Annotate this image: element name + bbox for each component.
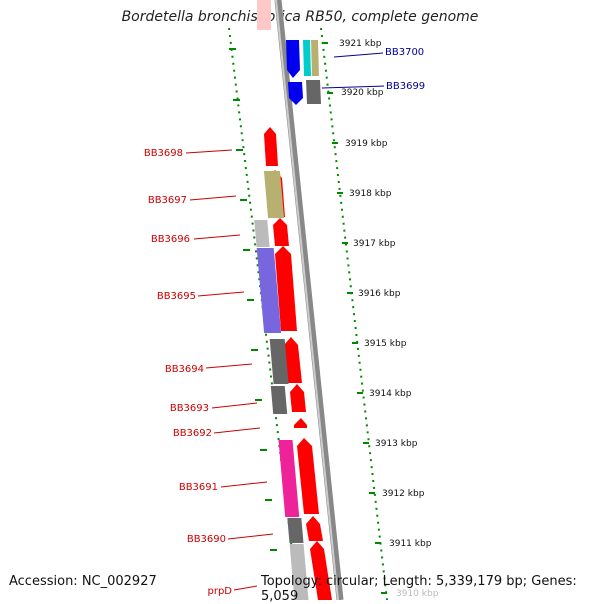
leader-line xyxy=(193,234,241,240)
cds-bb3692 xyxy=(294,418,307,428)
gene-label-bb3695[interactable]: BB3695 xyxy=(157,291,196,302)
gene-bb3700-blue xyxy=(286,40,300,78)
leader-line xyxy=(185,149,233,154)
cds-bb3691 xyxy=(297,438,319,514)
cds-bb3693 xyxy=(290,384,306,412)
tick-label: 3917 kbp xyxy=(353,239,396,249)
gene-label-bb3697[interactable]: BB3697 xyxy=(148,195,187,206)
gene-label-bb3694[interactable]: BB3694 xyxy=(165,364,204,375)
gene-label-bb3693[interactable]: BB3693 xyxy=(170,403,209,414)
cds-bb3698 xyxy=(264,127,278,166)
outer-ticks xyxy=(322,42,387,594)
gene-prpd-gray xyxy=(289,544,309,600)
gene-label-bb3696[interactable]: BB3696 xyxy=(151,234,190,245)
gene-bb3695-purple xyxy=(256,248,282,333)
gene-label-bb3691[interactable]: BB3691 xyxy=(179,482,218,493)
gene-bb3691-magenta xyxy=(278,440,300,517)
gene-label-prpd[interactable]: prpD xyxy=(207,586,232,597)
leader-line xyxy=(333,52,384,58)
tick-label: 3911 kbp xyxy=(389,539,432,549)
tick-label: 3921 kbp xyxy=(339,39,382,49)
tick-label: 3919 kbp xyxy=(345,139,388,149)
outer-tick-guide xyxy=(320,27,388,600)
tick-label: 3910 kbp xyxy=(396,589,439,599)
leader-line xyxy=(213,427,261,434)
inner-ticks xyxy=(229,48,277,551)
gene-bb3690-gray xyxy=(287,518,304,543)
gene-bb3700-olive xyxy=(311,40,319,76)
leader-line xyxy=(220,481,268,488)
tick-label: 3912 kbp xyxy=(382,489,425,499)
gene-label-bb3698[interactable]: BB3698 xyxy=(144,148,183,159)
gene-bb3696-gray xyxy=(254,220,270,247)
leader-line xyxy=(233,585,258,591)
cds-bb3694 xyxy=(284,337,302,383)
accession-label: Accession: NC_002927 xyxy=(9,574,157,589)
leader-line xyxy=(227,533,274,540)
gene-bb3694-gray xyxy=(269,339,289,384)
tick-label: 3918 kbp xyxy=(349,189,392,199)
gene-label-bb3700[interactable]: BB3700 xyxy=(385,47,424,58)
gene-top-pink xyxy=(257,0,271,30)
tick-label: 3916 kbp xyxy=(358,289,401,299)
gene-bb3697-olive xyxy=(263,171,285,218)
cds-bb3696 xyxy=(273,218,289,246)
cds-bb3695 xyxy=(275,246,297,331)
gene-bb3699-gray xyxy=(306,80,321,104)
tick-label: 3913 kbp xyxy=(375,439,418,449)
leader-line xyxy=(321,85,385,89)
tick-label: 3915 kbp xyxy=(364,339,407,349)
cds-bb3690 xyxy=(306,516,323,541)
gene-label-bb3699[interactable]: BB3699 xyxy=(386,81,425,92)
leader-line xyxy=(211,402,258,409)
leader-line xyxy=(189,195,237,201)
genome-backbone-highlight xyxy=(275,0,339,600)
gene-label-bb3692[interactable]: BB3692 xyxy=(173,428,212,439)
tick-label: 3914 kbp xyxy=(369,389,412,399)
tick-label: 3920 kbp xyxy=(341,88,384,98)
cds-prpd xyxy=(310,541,332,600)
gene-bb3700-cyan xyxy=(303,40,311,76)
map-title: Bordetella bronchiseptica RB50, complete… xyxy=(121,9,479,25)
gene-bb3699-blue xyxy=(288,82,303,105)
leader-line xyxy=(205,363,253,369)
leader-line xyxy=(197,291,245,297)
gene-bb3693-gray xyxy=(270,386,288,414)
gene-label-bb3690[interactable]: BB3690 xyxy=(187,534,226,545)
genome-backbone xyxy=(274,0,344,600)
